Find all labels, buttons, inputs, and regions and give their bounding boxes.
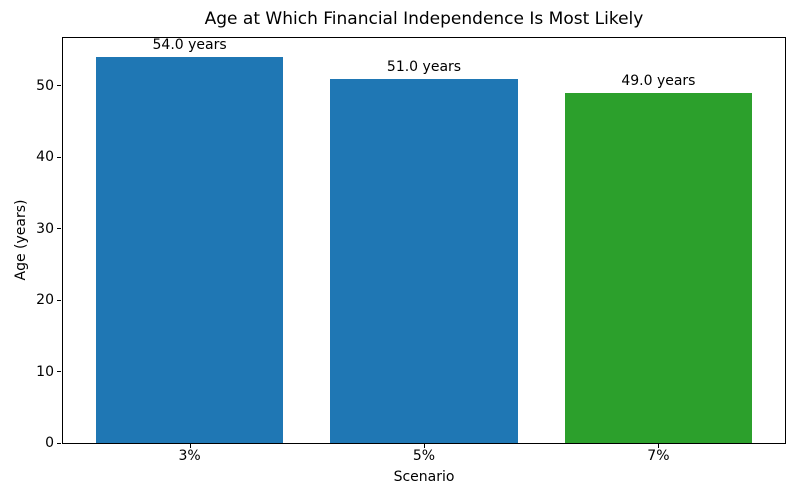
chart-title: Age at Which Financial Independence Is M… — [204, 9, 644, 29]
bar-value-label: 49.0 years — [621, 73, 696, 89]
x-tick-mark — [189, 444, 191, 448]
y-tick-label: 20 — [36, 292, 54, 309]
bar-7% — [564, 93, 753, 443]
bar-value-label: 54.0 years — [152, 37, 227, 54]
x-tick-mark — [658, 444, 660, 448]
bar-5% — [330, 78, 518, 443]
y-tick-mark — [57, 442, 61, 444]
x-tick-label: 7% — [647, 448, 670, 464]
y-tick-label: 40 — [36, 149, 54, 166]
y-tick-mark — [57, 299, 61, 301]
x-tick-mark — [424, 444, 425, 448]
y-axis-label: Age (years) — [13, 199, 29, 281]
bar-value-label: 51.0 years — [386, 58, 462, 75]
y-tick-mark — [57, 85, 61, 87]
y-tick-mark — [57, 371, 61, 373]
y-tick-mark — [57, 156, 61, 158]
y-tick-label: 50 — [36, 77, 54, 94]
x-axis-label: Scenario — [393, 469, 455, 485]
x-tick-label: 5% — [412, 448, 436, 464]
y-tick-label: 30 — [36, 220, 54, 237]
y-tick-mark — [57, 228, 61, 230]
x-tick-label: 3% — [178, 448, 201, 464]
bar-3% — [95, 57, 284, 443]
plot-area: 54.0 years 51.0 years 49.0 years — [62, 37, 786, 444]
y-tick-label: 0 — [45, 435, 54, 451]
y-tick-label: 10 — [36, 363, 54, 380]
